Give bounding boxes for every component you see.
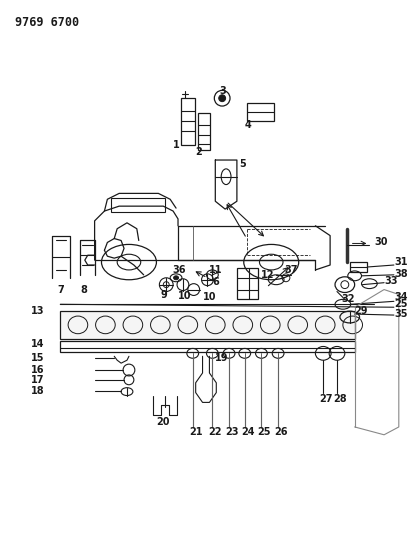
Bar <box>197 113 210 150</box>
Text: 25: 25 <box>257 427 270 437</box>
Bar <box>180 98 194 146</box>
Ellipse shape <box>218 95 225 102</box>
Text: 19: 19 <box>215 353 228 364</box>
Text: 38: 38 <box>393 269 407 279</box>
Bar <box>111 198 165 212</box>
Text: 5: 5 <box>238 159 245 169</box>
Text: 27: 27 <box>319 394 332 405</box>
Text: 24: 24 <box>240 427 254 437</box>
Text: 22: 22 <box>208 427 221 437</box>
Text: 3: 3 <box>219 86 225 96</box>
Text: 33: 33 <box>383 276 397 286</box>
Text: 21: 21 <box>189 427 202 437</box>
Text: 9: 9 <box>160 290 167 301</box>
Bar <box>236 268 258 300</box>
Text: 35: 35 <box>393 309 407 319</box>
Text: 18: 18 <box>31 386 44 395</box>
Text: 17: 17 <box>31 375 44 385</box>
Text: 20: 20 <box>156 417 169 427</box>
Text: 16: 16 <box>31 365 44 375</box>
Text: 10: 10 <box>202 293 216 302</box>
Text: 7: 7 <box>57 285 63 295</box>
Text: 14: 14 <box>31 338 44 349</box>
Text: 26: 26 <box>274 427 287 437</box>
Text: 15: 15 <box>31 353 44 364</box>
Ellipse shape <box>173 276 178 280</box>
Bar <box>60 311 354 338</box>
Bar <box>60 341 354 352</box>
Text: 9769 6700: 9769 6700 <box>15 16 79 29</box>
Text: 2: 2 <box>195 147 202 157</box>
Text: 28: 28 <box>332 394 346 405</box>
Text: 13: 13 <box>31 306 44 316</box>
Text: 32: 32 <box>340 294 353 304</box>
Text: 34: 34 <box>393 293 407 302</box>
Text: 23: 23 <box>225 427 238 437</box>
Text: 12: 12 <box>260 270 273 280</box>
Text: 36: 36 <box>172 265 185 275</box>
Text: 25: 25 <box>393 299 407 309</box>
Bar <box>349 262 366 272</box>
Text: 11: 11 <box>209 265 222 275</box>
Text: 8: 8 <box>80 285 87 295</box>
Text: 29: 29 <box>354 306 367 316</box>
Text: 31: 31 <box>393 257 407 267</box>
Text: 30: 30 <box>373 238 387 247</box>
Text: 10: 10 <box>178 292 191 302</box>
Bar <box>246 103 274 121</box>
Text: 37: 37 <box>283 265 297 275</box>
Text: 4: 4 <box>244 120 251 130</box>
Text: 1: 1 <box>173 140 180 150</box>
Text: 6: 6 <box>212 277 218 287</box>
